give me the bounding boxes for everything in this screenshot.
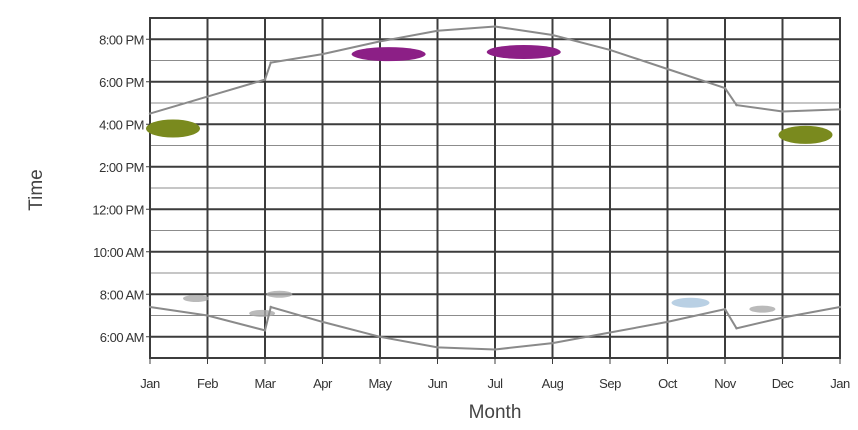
data-point: [321, 320, 324, 324]
data-point: [838, 305, 842, 309]
data-point: [735, 327, 738, 330]
data-point: [321, 52, 324, 56]
x-tick-label: Jul: [487, 376, 503, 391]
x-tick-label: Jun: [428, 376, 448, 391]
data-point: [723, 86, 727, 90]
x-tick-label: Oct: [658, 376, 678, 391]
x-tick-label: Apr: [313, 376, 333, 391]
y-tick-label: 8:00 AM: [100, 287, 144, 302]
marker-purple: [351, 47, 426, 62]
marker-green: [778, 125, 833, 144]
x-tick-label: Nov: [714, 376, 737, 391]
data-point: [666, 320, 669, 324]
y-tick-label: 6:00 PM: [99, 75, 144, 90]
marker-purple: [486, 45, 561, 59]
data-point: [269, 305, 272, 309]
data-point: [493, 348, 497, 351]
data-point: [436, 29, 439, 32]
y-tick-label: 4:00 PM: [99, 117, 144, 132]
data-point: [551, 33, 554, 37]
tick-labels: 6:00 AM 8:00 AM 10:00 AM 12:00 PM 2:00 PM 4:0…: [92, 32, 850, 391]
data-point: [206, 314, 209, 317]
x-tick-label: Feb: [197, 376, 218, 391]
data-point: [723, 307, 727, 311]
data-point: [608, 48, 612, 52]
series: [148, 25, 842, 351]
data-point: [781, 110, 784, 113]
data-point: [781, 316, 784, 319]
y-tick-label: 8:00 PM: [99, 32, 144, 47]
data-point: [838, 108, 842, 111]
marker-light: [183, 295, 209, 302]
data-point: [436, 346, 439, 349]
data-point: [378, 335, 382, 338]
x-tick-label: Dec: [772, 376, 795, 391]
x-tick-label: May: [368, 376, 392, 391]
marker-blue: [671, 297, 710, 308]
y-tick-label: 12:00 PM: [92, 202, 144, 217]
x-tick-label: Mar: [255, 376, 277, 391]
data-point: [378, 40, 382, 43]
y-tick-label: 6:00 AM: [100, 330, 144, 345]
markers: [146, 45, 833, 317]
marker-light: [266, 290, 293, 298]
data-point: [493, 25, 497, 28]
marker-light: [749, 305, 776, 313]
data-point: [735, 103, 738, 107]
grid: [149, 17, 841, 359]
x-tick-label: Jan: [830, 376, 850, 391]
x-tick-label: Aug: [542, 376, 564, 391]
data-point: [269, 61, 272, 64]
data-point: [608, 331, 612, 334]
data-point: [148, 305, 152, 309]
y-tick-label: 10:00 AM: [93, 245, 144, 260]
marker-light: [249, 309, 276, 317]
x-tick-label: Sep: [599, 376, 621, 391]
y-axis-title: Time: [26, 169, 47, 211]
x-axis-title: Month: [469, 402, 522, 423]
data-point: [206, 95, 209, 98]
data-point: [263, 78, 267, 81]
x-tick-label: Jan: [140, 376, 160, 391]
marker-green: [146, 119, 200, 138]
data-point: [666, 67, 669, 71]
data-point: [551, 341, 554, 345]
y-tick-label: 2:00 PM: [99, 160, 144, 175]
data-point: [148, 112, 152, 115]
data-point: [263, 329, 267, 332]
